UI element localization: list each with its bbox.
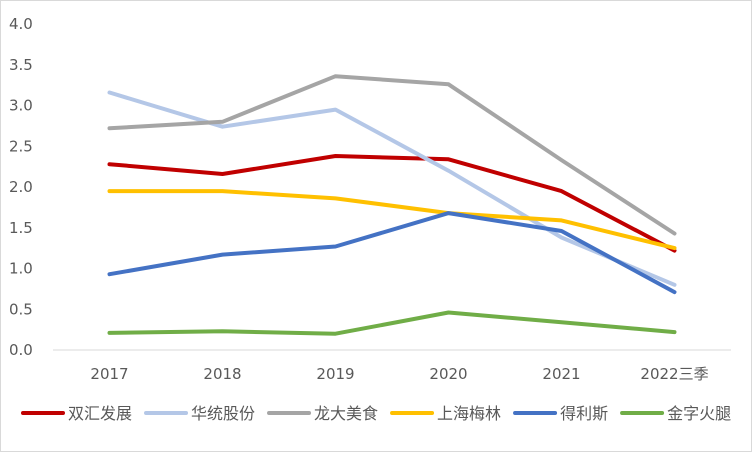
series-line-5 (107, 310, 677, 336)
y-tick-label: 3.0 (9, 97, 33, 115)
x-tick-label: 2020 (429, 365, 467, 383)
x-axis-ticks: 2017 2018 2019 2020 2021 2022三季 (90, 365, 708, 383)
series-line-0 (107, 154, 677, 253)
series-line-1 (107, 90, 677, 287)
y-tick-label: 2.5 (9, 137, 33, 155)
series-line-4 (107, 211, 677, 295)
y-axis-ticks: 0.0 0.5 1.0 1.5 2.0 2.5 3.0 3.5 4.0 (9, 15, 33, 359)
series-line-2 (107, 74, 677, 236)
series-lines (107, 74, 677, 336)
legend-label-0: 双汇发展 (68, 404, 132, 423)
x-tick-label: 2021 (542, 365, 580, 383)
legend-label-1: 华统股份 (191, 404, 255, 423)
x-tick-label: 2019 (316, 365, 354, 383)
y-tick-label: 2.0 (9, 178, 33, 196)
legend-label-5: 金字火腿 (667, 404, 731, 423)
x-tick-label: 2022三季 (640, 365, 708, 383)
y-tick-label: 0.5 (9, 300, 33, 318)
x-tick-label: 2017 (90, 365, 128, 383)
y-tick-label: 1.5 (9, 219, 33, 237)
legend-label-4: 得利斯 (560, 404, 608, 423)
legend: 双汇发展 华统股份 龙大美食 上海梅林 得利斯 金字火腿 (21, 404, 731, 423)
y-tick-label: 0.0 (9, 341, 33, 359)
series-line-3 (107, 189, 677, 251)
y-tick-label: 4.0 (9, 15, 33, 33)
y-tick-label: 3.5 (9, 56, 33, 74)
x-tick-label: 2018 (203, 365, 241, 383)
legend-label-3: 上海梅林 (437, 404, 501, 423)
y-tick-label: 1.0 (9, 260, 33, 278)
legend-label-2: 龙大美食 (314, 404, 378, 423)
